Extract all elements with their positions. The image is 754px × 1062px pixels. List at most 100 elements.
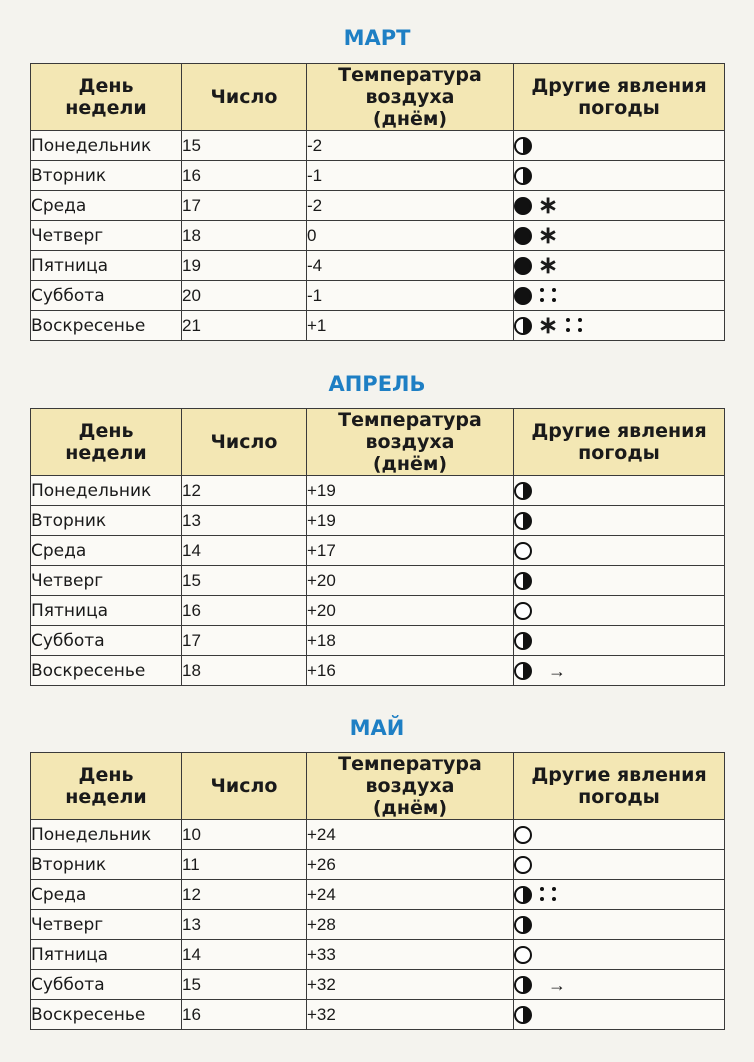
- header-other: Другие явления погоды: [513, 63, 725, 131]
- weather-cell: →: [513, 655, 725, 686]
- date-cell: 16: [181, 595, 307, 626]
- day-cell: Суббота: [30, 280, 182, 311]
- header-temp: Температура воздуха (днём): [306, 408, 514, 476]
- snow-icon: ∗: [538, 252, 559, 280]
- date-cell: 17: [181, 190, 307, 221]
- day-cell: Суббота: [30, 625, 182, 656]
- weather-cell: [513, 280, 725, 311]
- table-row: Суббота 17 +18: [30, 625, 725, 656]
- date-cell: 10: [181, 819, 307, 850]
- date-cell: 16: [181, 999, 307, 1030]
- date-cell: 21: [181, 310, 307, 341]
- header-other: Другие явления погоды: [513, 752, 725, 820]
- overcast-icon: [514, 227, 532, 246]
- rain-icon: [538, 286, 562, 306]
- table-row: Воскресенье 21 +1 ∗: [30, 310, 725, 341]
- date-cell: 15: [181, 969, 307, 1000]
- temperature-cell: +18: [306, 625, 514, 656]
- temperature-cell: +20: [306, 565, 514, 596]
- weather-cell: ∗: [513, 250, 725, 281]
- partly-cloudy-icon: [514, 572, 532, 591]
- temperature-cell: -1: [306, 160, 514, 191]
- day-cell: Среда: [30, 535, 182, 566]
- day-cell: Четверг: [30, 565, 182, 596]
- overcast-icon: [514, 197, 532, 216]
- day-cell: Пятница: [30, 250, 182, 281]
- header-temp: Температура воздуха (днём): [306, 752, 514, 820]
- day-cell: Суббота: [30, 969, 182, 1000]
- day-cell: Пятница: [30, 939, 182, 970]
- table-row: Вторник 11 +26: [30, 849, 725, 880]
- partly-cloudy-icon: [514, 885, 532, 904]
- temperature-cell: -4: [306, 250, 514, 281]
- partly-cloudy-icon: [514, 316, 532, 335]
- clear-sky-icon: [514, 856, 532, 875]
- rain-icon: [538, 885, 562, 905]
- weather-cell: [513, 535, 725, 566]
- temperature-cell: +19: [306, 475, 514, 506]
- clear-sky-icon: [514, 826, 532, 845]
- temperature-cell: +24: [306, 819, 514, 850]
- weather-table-may: День недели Число Температура воздуха (днём)…: [30, 752, 725, 1030]
- partly-cloudy-icon: [514, 137, 532, 156]
- table-header-row: День недели Число Температура воздуха (днём)…: [30, 408, 725, 476]
- temperature-cell: +32: [306, 969, 514, 1000]
- snow-icon: ∗: [538, 311, 559, 339]
- rain-icon: [564, 316, 588, 336]
- day-cell: Воскресенье: [30, 655, 182, 686]
- month-title-april: АПРЕЛЬ: [328, 372, 426, 396]
- weather-table-march: День недели Число Температура воздуха (днём)…: [30, 63, 725, 341]
- weather-cell: [513, 565, 725, 596]
- clear-sky-icon: [514, 542, 532, 561]
- clear-sky-icon: [514, 602, 532, 621]
- date-cell: 16: [181, 160, 307, 191]
- weather-cell: [513, 999, 725, 1030]
- partly-cloudy-icon: [514, 632, 532, 651]
- weather-cell: [513, 595, 725, 626]
- weather-cell: ∗: [513, 220, 725, 251]
- day-cell: Четверг: [30, 220, 182, 251]
- partly-cloudy-icon: [514, 512, 532, 531]
- temperature-cell: +17: [306, 535, 514, 566]
- weather-cell: →: [513, 969, 725, 1000]
- temperature-cell: +26: [306, 849, 514, 880]
- day-cell: Вторник: [30, 849, 182, 880]
- table-row: Четверг 18 0 ∗: [30, 220, 725, 251]
- partly-cloudy-icon: [514, 167, 532, 186]
- weather-cell: ∗: [513, 190, 725, 221]
- weather-cell: [513, 505, 725, 536]
- date-cell: 13: [181, 505, 307, 536]
- temperature-cell: 0: [306, 220, 514, 251]
- snow-icon: ∗: [538, 192, 559, 220]
- temperature-cell: +19: [306, 505, 514, 536]
- date-cell: 12: [181, 475, 307, 506]
- table-row: Среда 12 +24: [30, 879, 725, 910]
- temperature-cell: +28: [306, 909, 514, 940]
- day-cell: Пятница: [30, 595, 182, 626]
- weather-cell: [513, 879, 725, 910]
- clear-sky-icon: [514, 946, 532, 965]
- table-row: Понедельник 10 +24: [30, 819, 725, 850]
- weather-cell: ∗: [513, 310, 725, 341]
- partly-cloudy-icon: [514, 976, 532, 995]
- temperature-cell: -2: [306, 190, 514, 221]
- table-header-row: День недели Число Температура воздуха (днём)…: [30, 63, 725, 131]
- weather-table-april: День недели Число Температура воздуха (днём)…: [30, 408, 725, 686]
- header-temp: Температура воздуха (днём): [306, 63, 514, 131]
- date-cell: 15: [181, 130, 307, 161]
- temperature-cell: +16: [306, 655, 514, 686]
- table-row: Четверг 13 +28: [30, 909, 725, 940]
- temperature-cell: +32: [306, 999, 514, 1030]
- month-title-march: МАРТ: [343, 26, 411, 50]
- day-cell: Вторник: [30, 505, 182, 536]
- day-cell: Воскресенье: [30, 310, 182, 341]
- overcast-icon: [514, 286, 532, 305]
- wind-arrow-icon: →: [548, 661, 566, 682]
- date-cell: 15: [181, 565, 307, 596]
- temperature-cell: +24: [306, 879, 514, 910]
- weather-cell: [513, 625, 725, 656]
- snow-icon: ∗: [538, 222, 559, 250]
- table-row: Воскресенье 16 +32: [30, 999, 725, 1030]
- weather-cell: [513, 939, 725, 970]
- table-row: Вторник 16 -1: [30, 160, 725, 191]
